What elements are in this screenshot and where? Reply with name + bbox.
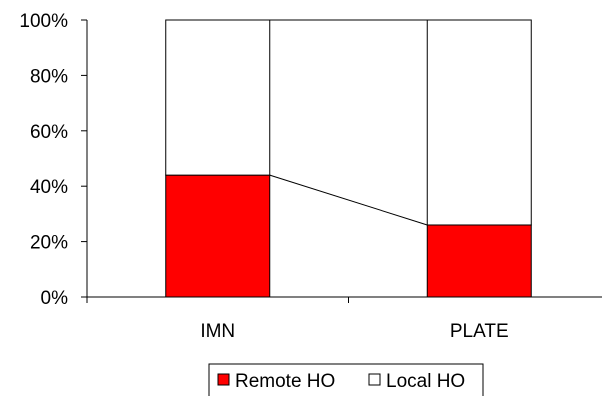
x-category-label: PLATE — [450, 321, 509, 342]
legend-swatch-local-ho — [368, 373, 381, 386]
bar-local-ho-imn — [165, 19, 271, 176]
legend-label-local-ho: Local HO — [386, 371, 465, 392]
bar-remote-ho-plate — [426, 224, 532, 298]
y-tick-label: 40% — [30, 177, 68, 198]
bar-remote-ho-imn — [165, 174, 271, 298]
x-axis: IMN PLATE — [86, 296, 602, 342]
series-lines — [269, 19, 428, 226]
legend-swatch-remote-ho — [217, 373, 230, 386]
bars — [165, 19, 532, 298]
bar-local-ho-plate — [426, 19, 532, 226]
legend: Remote HO Local HO — [208, 363, 484, 396]
legend-label-remote-ho: Remote HO — [235, 371, 335, 392]
y-axis: 0% 20% 40% 60% 80% 100% — [19, 11, 88, 309]
y-tick-label: 20% — [30, 233, 68, 254]
y-tick-label: 60% — [30, 122, 68, 143]
x-category-label: IMN — [200, 321, 235, 342]
legend-box — [208, 363, 484, 396]
series-line — [269, 174, 428, 226]
y-tick-label: 80% — [30, 66, 68, 87]
y-tick-label: 100% — [19, 11, 68, 32]
y-tick-label: 0% — [41, 288, 69, 309]
